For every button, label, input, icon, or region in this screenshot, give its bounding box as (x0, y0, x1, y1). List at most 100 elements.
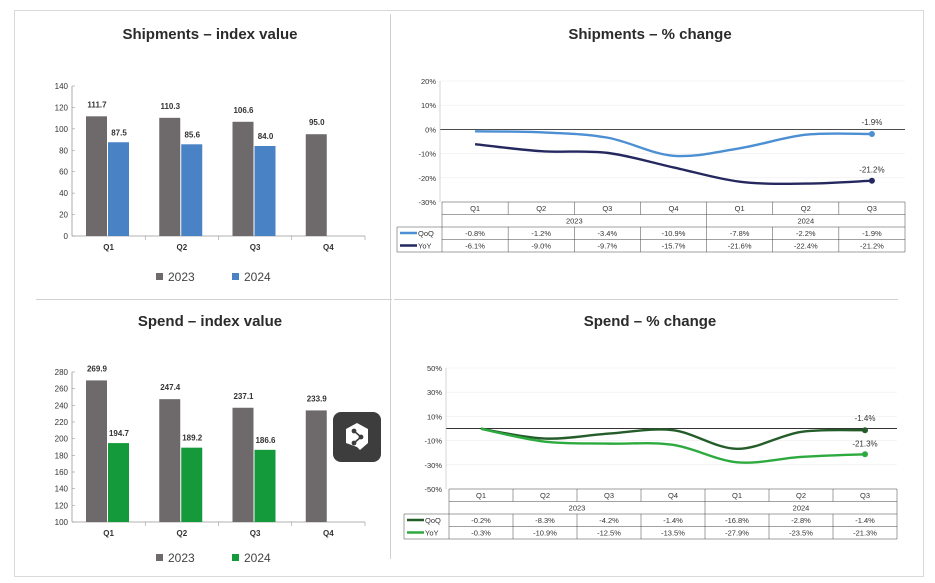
panel-title-spend-change: Spend – % change (583, 313, 717, 330)
bar-2023-Q2 (159, 117, 181, 236)
x-tick-label: Q2 (796, 491, 806, 500)
data-label: 237.1 (233, 392, 254, 401)
bar-2024-Q2 (181, 447, 203, 522)
table-cell: -1.4% (855, 516, 875, 525)
bar-2023-Q3 (232, 407, 254, 522)
data-label: 189.2 (182, 434, 203, 443)
table-legend-label-QoQ: QoQ (418, 229, 434, 238)
data-label: 84.0 (258, 132, 274, 141)
legend-label-2024: 2024 (244, 270, 271, 284)
bar-2023-Q1 (86, 116, 107, 236)
x-tick-label: Q2 (801, 204, 811, 213)
series-line-QoQ (480, 427, 866, 451)
y-tick-label: 30% (427, 388, 442, 397)
y-tick-label: -30% (418, 198, 436, 207)
legend-swatch-2023 (156, 554, 163, 561)
y-tick-label: -50% (424, 485, 442, 494)
y-tick-label: 240 (55, 401, 69, 410)
year-label: 2024 (793, 504, 810, 513)
data-label: 111.7 (87, 100, 107, 109)
data-label: 269.9 (87, 364, 108, 373)
y-tick-label: 10% (427, 412, 442, 421)
y-tick-label: 50% (427, 364, 442, 373)
y-tick-label: 160 (55, 468, 69, 477)
y-tick-label: 60 (59, 168, 68, 177)
bar-2023-Q4 (305, 134, 327, 236)
y-tick-label: 40 (59, 189, 68, 198)
table-cell: -9.0% (531, 242, 551, 251)
legend-label-2023: 2023 (168, 270, 195, 284)
y-tick-label: 220 (55, 418, 69, 427)
floating-app-badge[interactable] (333, 412, 381, 462)
table-cell: -2.8% (791, 516, 811, 525)
data-label: 186.6 (255, 436, 276, 445)
year-label: 2023 (566, 217, 583, 226)
end-label-YoY: -21.3% (852, 439, 877, 448)
end-marker-YoY (868, 177, 875, 184)
table-cell: -0.8% (465, 229, 485, 238)
table-cell: -6.1% (465, 242, 485, 251)
table-cell: -27.9% (725, 529, 749, 538)
x-tick-label: Q2 (536, 204, 546, 213)
table-legend-label-QoQ: QoQ (425, 516, 441, 525)
table-cell: -0.2% (471, 516, 491, 525)
bar-2024-Q1 (108, 142, 129, 236)
data-label: 87.5 (111, 128, 127, 137)
y-tick-label: 20% (421, 77, 436, 86)
x-tick-label: Q1 (732, 491, 742, 500)
end-marker-QoQ (862, 427, 868, 434)
table-cell: -21.2% (860, 242, 884, 251)
bar-2023-Q3 (232, 121, 254, 236)
table-cell: -1.4% (663, 516, 683, 525)
x-tick-label: Q4 (668, 491, 678, 500)
data-label: 95.0 (309, 118, 325, 127)
data-label: 194.7 (109, 429, 130, 438)
year-label: 2024 (797, 217, 814, 226)
table-cell: -1.2% (531, 229, 551, 238)
y-tick-label: 0% (425, 125, 436, 134)
data-label: 106.6 (233, 106, 254, 115)
table-cell: -3.4% (598, 229, 618, 238)
bar-2023-Q1 (86, 380, 107, 522)
table-cell: -7.8% (730, 229, 750, 238)
table-cell: -16.8% (725, 516, 749, 525)
x-tick-label: Q1 (470, 204, 480, 213)
table-cell: -13.5% (661, 529, 685, 538)
x-tick-label: Q1 (103, 529, 114, 538)
series-line-YoY (480, 427, 866, 464)
year-label: 2023 (569, 504, 586, 513)
y-tick-label: 10% (421, 101, 436, 110)
table-cell: -8.3% (535, 516, 555, 525)
y-tick-label: 260 (55, 385, 69, 394)
x-tick-label: Q4 (323, 529, 334, 538)
bar-2024-Q3 (254, 146, 276, 236)
y-tick-label: 120 (55, 501, 69, 510)
table-cell: -0.3% (471, 529, 491, 538)
table-cell: -10.9% (662, 229, 686, 238)
data-label: 110.3 (160, 102, 180, 111)
x-tick-label: Q2 (177, 529, 188, 538)
data-label: 85.6 (184, 130, 200, 139)
data-label: 247.4 (160, 383, 181, 392)
legend-label-2023: 2023 (168, 551, 195, 565)
dashboard-frame (14, 10, 924, 577)
table-cell: -9.7% (598, 242, 618, 251)
data-label: 233.9 (307, 394, 328, 403)
y-tick-label: 280 (55, 368, 69, 377)
y-tick-label: -10% (424, 437, 442, 446)
table-cell: -4.2% (599, 516, 619, 525)
series-line-YoY (474, 142, 872, 185)
table-cell: -2.2% (796, 229, 816, 238)
y-tick-label: -20% (418, 174, 436, 183)
table-cell: -1.9% (862, 229, 882, 238)
table-cell: -21.3% (853, 529, 877, 538)
x-tick-label: Q3 (602, 204, 612, 213)
x-tick-label: Q4 (323, 243, 334, 252)
bar-2024-Q3 (254, 449, 276, 522)
y-tick-label: -30% (424, 461, 442, 470)
bar-2023-Q2 (159, 399, 181, 522)
table-cell: -21.6% (728, 242, 752, 251)
share-icon (346, 423, 368, 450)
end-label-YoY: -21.2% (859, 166, 884, 175)
bar-2024-Q1 (108, 443, 129, 522)
